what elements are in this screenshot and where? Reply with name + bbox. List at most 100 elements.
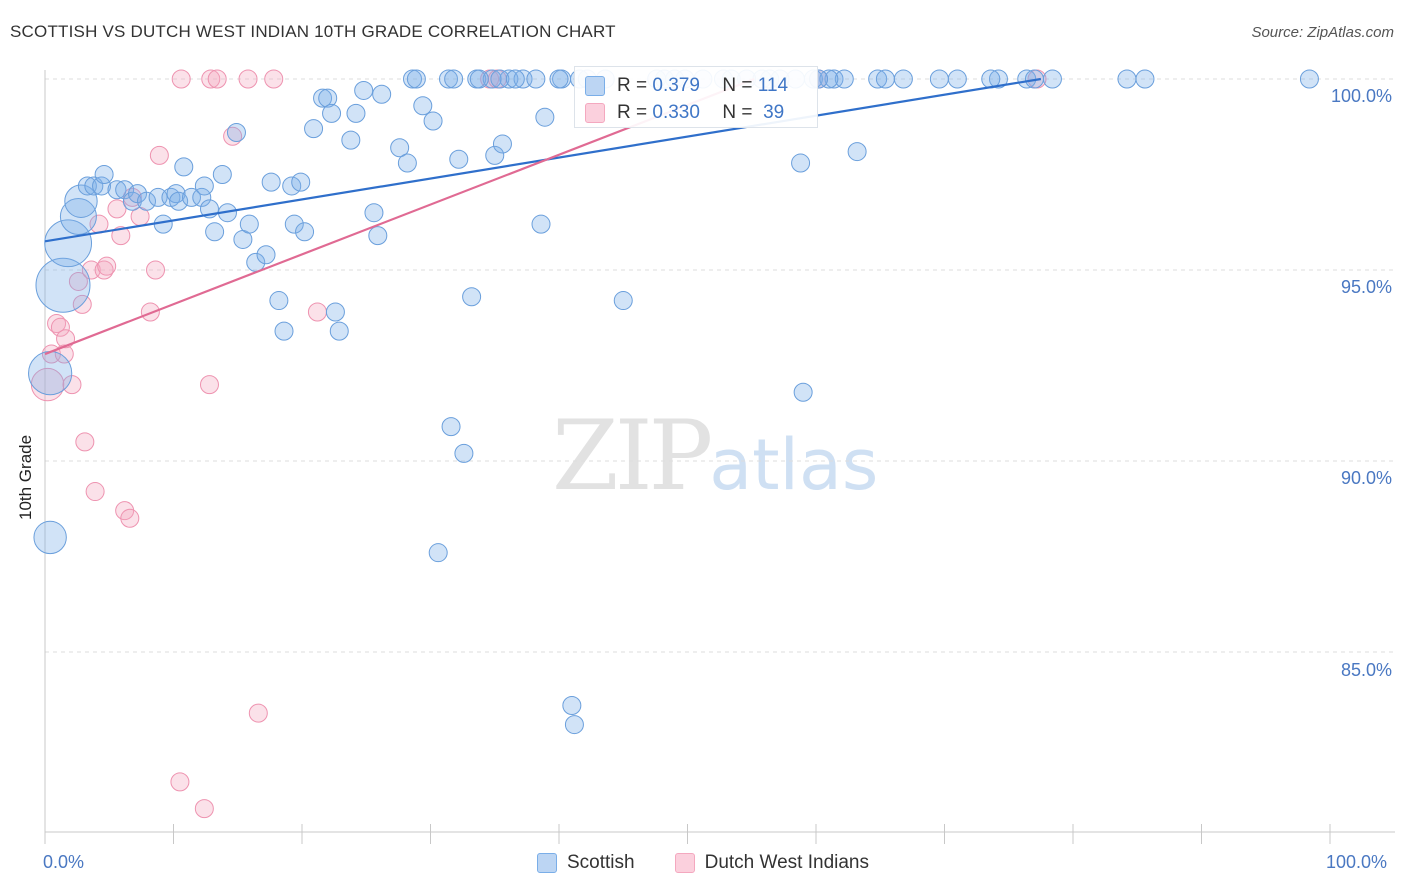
scottish-n-value: 114 [757,75,789,96]
scottish-point [428,543,448,563]
scottish-point [322,103,342,123]
scottish-point [834,69,854,89]
watermark: ZIPatlas [552,400,878,512]
scottish-point [368,226,388,246]
scottish-point [304,119,324,139]
stats-legend-box: R = 0.379 N = 114 R = 0.330 N = 39 [574,66,818,128]
dutch-west-indians-point [149,145,169,165]
stats-row-scottish: R = 0.379 N = 114 [585,74,788,98]
r-label: R = [617,102,648,123]
scottish-point [485,145,505,165]
chart-title: SCOTTISH VS DUTCH WEST INDIAN 10TH GRADE… [10,22,616,41]
scottish-point [354,80,374,100]
scottish-point [793,382,813,402]
dutch-west-indians-r-value: 0.330 [652,102,700,123]
scottish-point [526,69,546,89]
n-label: N = [722,75,753,96]
scottish-point [397,153,417,173]
watermark-zip: ZIP [552,400,713,512]
scottish-point [269,291,289,311]
scottish-point [449,149,469,169]
scottish-point [226,122,246,142]
dutch-west-indians-point [68,271,88,291]
y-tick-label-95: 95.0% [1340,277,1392,297]
scottish-point [564,715,584,735]
scottish-point [562,695,582,715]
scottish-point [28,351,73,396]
scottish-point [77,176,97,196]
scottish-point [372,84,392,104]
scottish-point [868,69,888,89]
scottish-point [469,69,489,89]
scottish-point [341,130,361,150]
scottish-point [169,191,189,211]
stats-row-dutch-west-indians: R = 0.330 N = 39 [585,101,784,125]
scottish-point [313,88,333,108]
scottish-point [1117,69,1137,89]
source-label: Source: ZipAtlas.com [1251,24,1394,41]
x-tick-label-min: 0.0% [43,852,85,872]
scottish-point [205,222,225,242]
legend-item-scottish[interactable]: Scottish [537,852,635,874]
scottish-r-value: 0.379 [652,75,700,96]
scottish-point [1135,69,1155,89]
y-tick-label-90: 90.0% [1340,468,1392,488]
dutch-west-indians-point [75,432,95,452]
scottish-point [462,287,482,307]
scottish-legend-swatch [537,853,557,873]
scottish-point [192,187,212,207]
scottish-point [318,88,338,108]
scottish-point [325,302,345,322]
scottish-point [115,180,135,200]
n-label: N = [722,102,753,123]
dutch-west-indians-point [111,226,131,246]
scottish-point [346,103,366,123]
dutch-west-indians-point [248,703,268,723]
scottish-point [274,321,294,341]
scottish-point [239,214,259,234]
dutch-west-indians-point [238,69,258,89]
watermark-atlas: atlas [709,424,879,506]
scottish-point [107,180,127,200]
x-tick-label-max: 100.0% [1326,852,1388,872]
scottish-point [893,69,913,89]
scottish-point [390,138,410,158]
legend-label-dutch-west-indians: Dutch West Indians [704,852,869,873]
scottish-point [329,321,349,341]
dutch-west-indians-point [199,375,219,395]
scottish-point [35,257,91,313]
dutch-west-indians-point [223,126,243,146]
scottish-point [791,153,811,173]
scottish-point [212,165,232,184]
legend-item-dutch-west-indians[interactable]: Dutch West Indians [674,852,869,874]
scottish-point [441,417,461,437]
scottish-point [1042,69,1062,89]
dutch-west-indians-point [97,256,117,276]
dutch-west-indians-point [264,69,284,89]
scottish-point [549,69,569,89]
scottish-point [44,219,93,268]
scottish-point [291,172,311,192]
scottish-point [295,222,315,242]
scottish-point [166,184,186,204]
scottish-point [364,203,384,223]
dutch-west-indians-swatch [585,103,605,123]
dutch-west-indians-point [54,344,74,364]
scottish-point [406,69,426,89]
y-tick-label-100: 100.0% [1330,86,1392,106]
scottish-point [423,111,443,131]
dutch-west-indians-point [146,260,166,280]
scottish-point [847,142,867,162]
bottom-legend: Scottish Dutch West Indians [0,852,1406,874]
dutch-west-indians-n-value: 39 [763,102,785,123]
dutch-west-indians-point [107,199,127,219]
scottish-point [819,69,839,89]
scottish-point [875,69,895,89]
dutch-west-indians-point [171,69,191,89]
scottish-point [181,187,201,207]
scottish-swatch [585,76,605,96]
scottish-point [454,443,474,463]
scottish-point [505,69,525,89]
scottish-point [137,191,157,211]
